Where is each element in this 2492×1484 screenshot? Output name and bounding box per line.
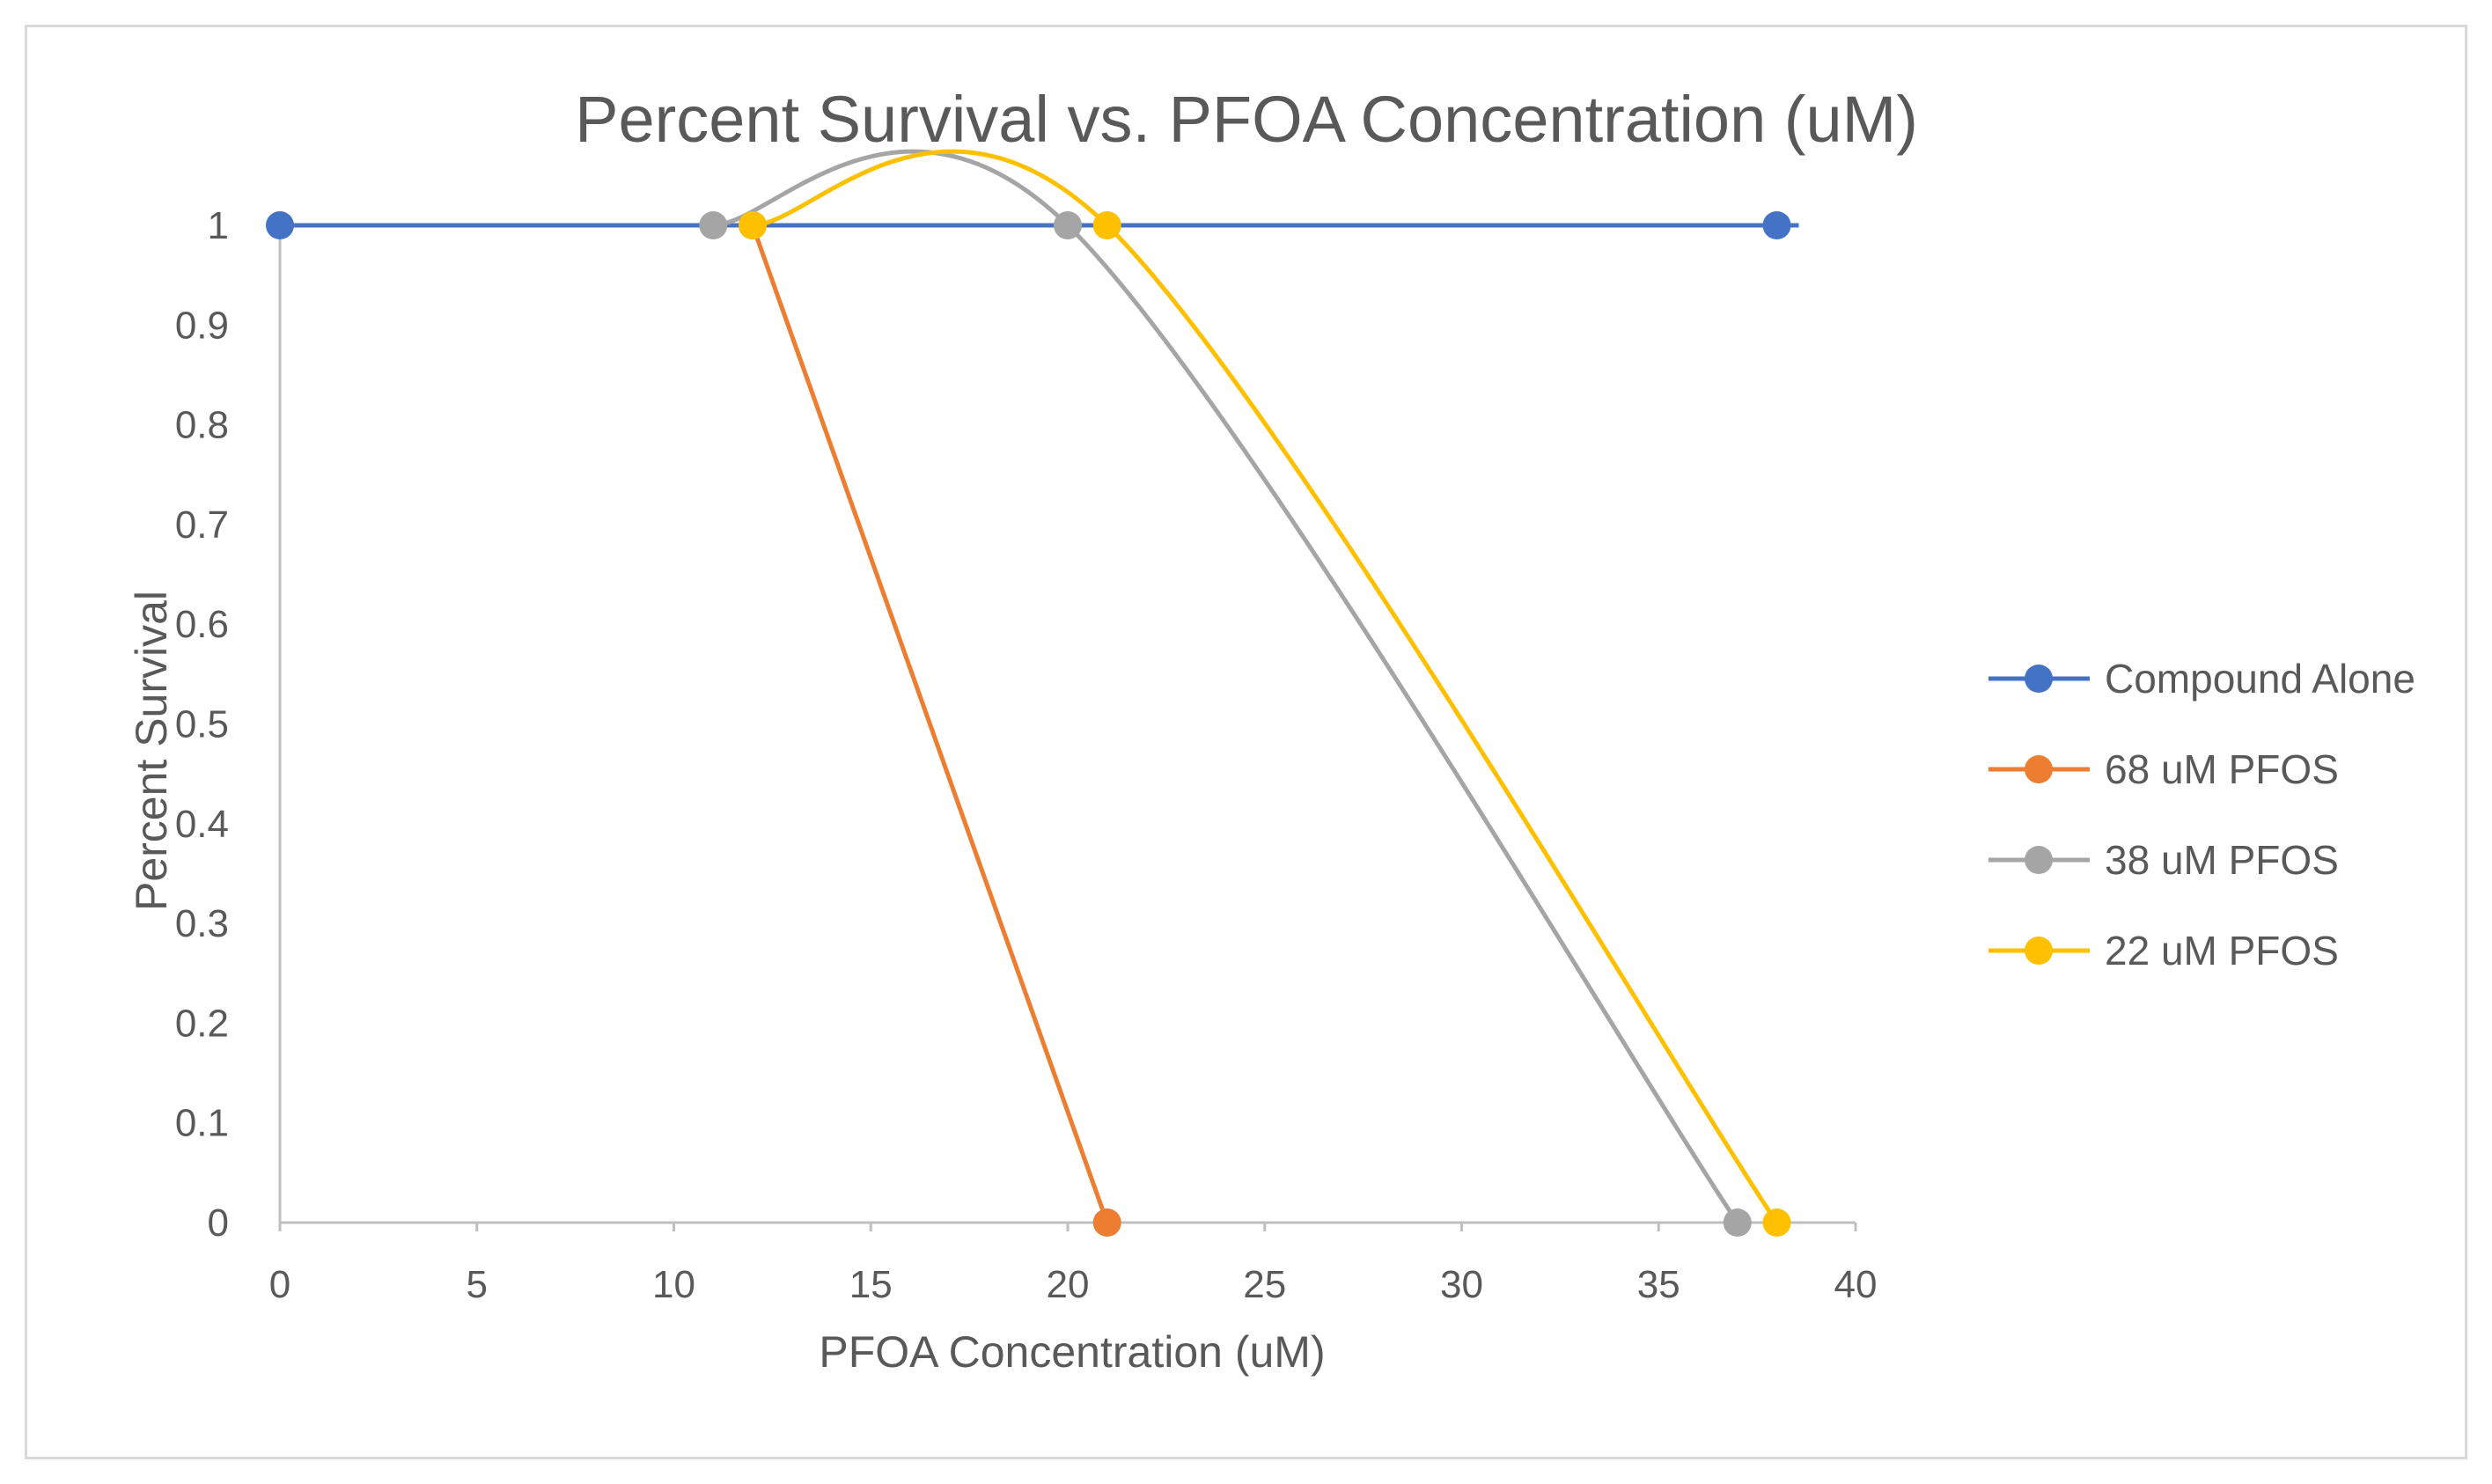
y-tick-label: 0.2 [175,1002,229,1045]
series-38-um-pfos [699,149,1752,1237]
data-point-22-um-pfos [739,211,767,239]
legend-swatch-marker [2025,846,2053,874]
y-tick-label: 0 [208,1201,229,1245]
data-point-22-um-pfos [1762,1209,1791,1237]
legend-label: 22 uM PFOS [2105,928,2339,973]
series-compound-alone [266,211,1799,239]
legend-label: 38 uM PFOS [2105,837,2339,883]
series-line-22-um-pfos [750,149,1779,1225]
legend-item-compound-alone: Compound Alone [1988,656,2415,702]
y-tick-label: 0.7 [175,503,229,547]
y-tick-label: 0.5 [175,703,229,746]
series-68-um-pfos [739,211,1121,1237]
x-tick-label: 35 [1637,1263,1680,1306]
data-point-68-um-pfos [1092,1209,1121,1237]
y-tick-label: 0.3 [175,902,229,945]
legend-swatch-marker [2025,937,2053,965]
data-point-38-um-pfos [699,211,728,239]
data-point-22-um-pfos [1092,211,1121,239]
data-point-compound-alone [266,211,294,239]
chart-frame: Percent Survival vs. PFOA Concentration … [25,25,2467,1459]
data-point-compound-alone [1762,211,1791,239]
series-layer [266,149,1799,1237]
x-tick-label: 25 [1243,1263,1286,1306]
y-tick-label: 0.6 [175,603,229,646]
x-tick-label: 0 [269,1263,290,1306]
data-point-38-um-pfos [1054,211,1082,239]
x-tick-label: 15 [849,1263,893,1306]
legend-swatch-marker [2025,755,2053,783]
x-axis-title: PFOA Concentration (uM) [819,1327,1325,1377]
legend-label: Compound Alone [2105,656,2415,702]
series-line-38-um-pfos [710,149,1740,1225]
y-tick-label: 0.9 [175,304,229,347]
y-tick-label: 0.1 [175,1102,229,1145]
y-tick-label: 0.4 [175,803,229,846]
x-tick-label: 30 [1440,1263,1483,1306]
series-22-um-pfos [739,149,1791,1237]
y-tick-label: 1 [208,204,229,247]
legend-item-38-um-pfos: 38 uM PFOS [1988,837,2339,883]
x-tick-label: 40 [1834,1263,1878,1306]
series-line-68-um-pfos [750,223,1110,1225]
legend-label: 68 uM PFOS [2105,746,2339,792]
axes: 0 5 10 15 20 25 30 35 40 0 0.1 0.2 0.3 0.4 0.5 0.6 0.7 0.… [175,204,1878,1306]
chart-canvas: Percent Survival vs. PFOA Concentration … [127,83,2415,1377]
legend-item-22-um-pfos: 22 uM PFOS [1988,928,2339,973]
y-tick-label: 0.8 [175,404,229,447]
x-tick-label: 20 [1047,1263,1090,1306]
x-tick-label: 10 [652,1263,695,1306]
y-axis-title: Percent Survival [127,591,176,911]
legend: Compound Alone 68 uM PFOS 38 uM PFOS 22 uM … [1988,656,2415,973]
chart-title: Percent Survival vs. PFOA Concentration … [575,83,1918,156]
x-tick-label: 5 [467,1263,488,1306]
data-point-38-um-pfos [1723,1209,1752,1237]
legend-swatch-marker [2025,665,2053,693]
legend-item-68-um-pfos: 68 uM PFOS [1988,746,2339,792]
